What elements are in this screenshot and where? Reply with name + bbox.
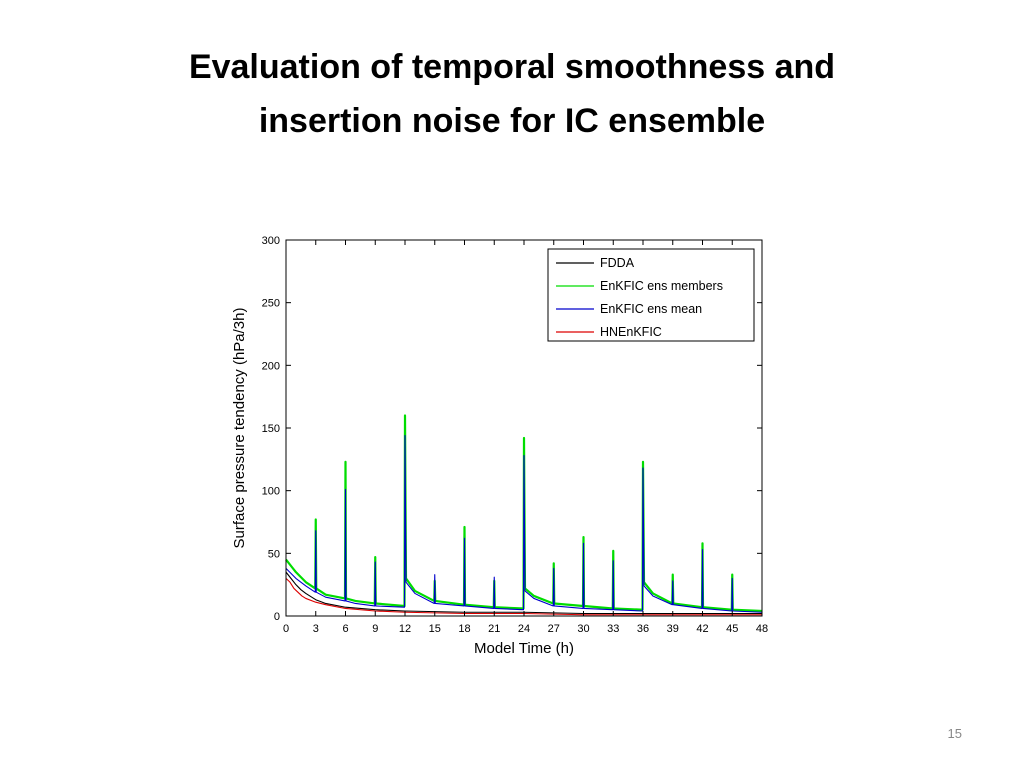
- legend-label: EnKFIC ens mean: [600, 302, 702, 316]
- legend-label: FDDA: [600, 256, 635, 270]
- x-tick-label: 6: [342, 623, 348, 635]
- slide-title-line-2: insertion noise for IC ensemble: [258, 102, 766, 140]
- y-tick-label: 100: [262, 486, 280, 498]
- x-axis-label: Model Time (h): [474, 640, 574, 657]
- x-tick-label: 12: [399, 623, 411, 635]
- y-tick-label: 150: [262, 423, 280, 435]
- x-tick-label: 33: [607, 623, 619, 635]
- plot-area: [285, 414, 763, 616]
- x-tick-label: 30: [577, 623, 589, 635]
- series-line-enkfic-ens-mean: [285, 434, 763, 613]
- x-tick-label: 24: [518, 623, 530, 635]
- x-tick-label: 15: [429, 623, 441, 635]
- x-tick-label: 0: [283, 623, 289, 635]
- legend: FDDA EnKFIC ens members EnKFIC ens mean HNE…: [547, 248, 755, 342]
- legend-box: [547, 248, 755, 342]
- x-tick-label: 39: [667, 623, 679, 635]
- y-tick-label: 300: [262, 235, 280, 247]
- x-tick-label: 18: [458, 623, 470, 635]
- y-tick-label: 250: [262, 298, 280, 310]
- y-tick-label: 0: [274, 611, 280, 623]
- axis-ticks: 0 3 6 9 12 15 18 21 24 27 30 33 36 39 42 45 480501001502…: [262, 235, 768, 635]
- x-tick-label: 21: [488, 623, 500, 635]
- slide-title: Evaluation of temporal smoothness and in…: [60, 40, 964, 148]
- page-number: 15: [947, 726, 962, 741]
- series-line-hnenkfic: [285, 578, 762, 616]
- y-axis-label: Surface pressure tendency (hPa/3h): [231, 308, 248, 549]
- x-tick-label: 3: [313, 623, 319, 635]
- legend-label: HNEnKFIC: [600, 325, 662, 339]
- x-tick-label: 48: [756, 623, 768, 635]
- x-tick-label: 27: [548, 623, 560, 635]
- x-tick-label: 45: [726, 623, 738, 635]
- y-tick-label: 200: [262, 360, 280, 372]
- x-tick-label: 9: [372, 623, 378, 635]
- x-tick-label: 42: [696, 623, 708, 635]
- y-tick-label: 50: [268, 548, 280, 560]
- legend-label: EnKFIC ens members: [600, 279, 723, 293]
- line-chart: 0 3 6 9 12 15 18 21 24 27 30 33 36 39 42 45 480501001502…: [231, 235, 768, 657]
- slide-title-line-1: Evaluation of temporal smoothness and: [188, 48, 836, 86]
- x-tick-label: 36: [637, 623, 649, 635]
